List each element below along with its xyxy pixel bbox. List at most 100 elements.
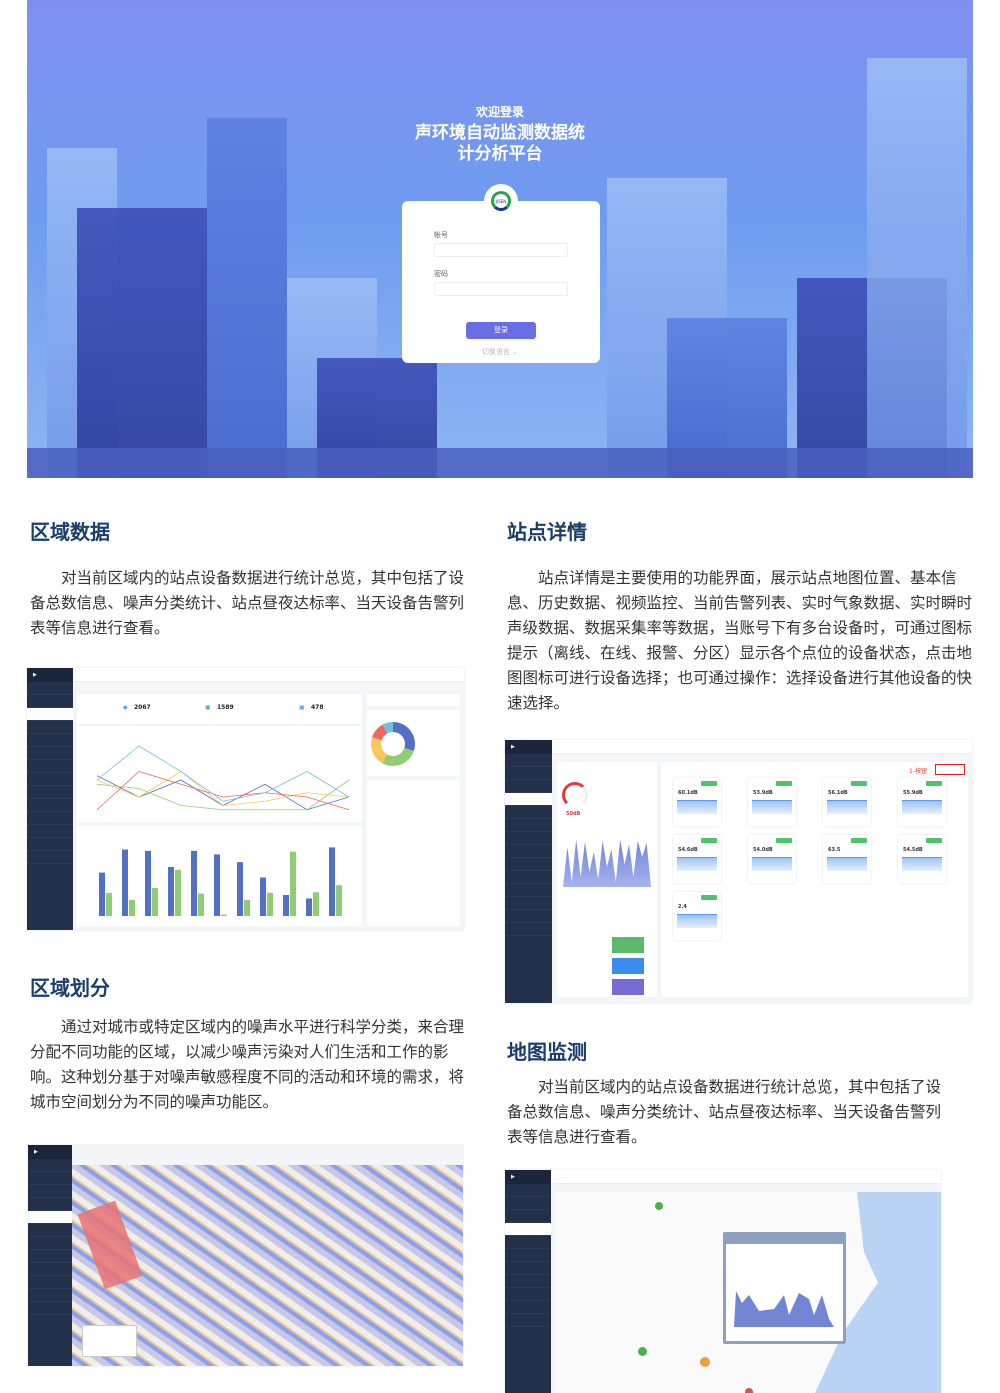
- bar-blue: [329, 847, 335, 916]
- compliance-bar-chart: [99, 847, 342, 916]
- section-title-zoning: 区域划分: [30, 976, 110, 1000]
- status-badge: [701, 895, 717, 900]
- metric-sparkline: [827, 857, 867, 871]
- bar-blue: [191, 850, 197, 916]
- china-map[interactable]: [555, 1192, 941, 1393]
- bar-green: [152, 888, 158, 916]
- area-data-screenshot: ▶ ◆ 2067 ▣ 1589 ▣ 478: [27, 668, 464, 930]
- station-marker-icon[interactable]: [745, 1388, 753, 1393]
- sidebar: ▶: [505, 1170, 551, 1393]
- metric-value: 54.0dB: [753, 847, 773, 853]
- noise-donut-chart: [371, 722, 415, 766]
- metric-sparkline: [902, 800, 942, 814]
- metric-value: 54.6dB: [678, 847, 698, 853]
- map-monitoring-screenshot: ▶: [505, 1170, 941, 1393]
- metric-tile[interactable]: 54.6dB: [673, 835, 721, 883]
- station-detail-screenshot: ▶ 50dB 1-按钮 60.1dB 53.9dB 56.1dB 55.9dB 54.6…: [505, 740, 972, 1003]
- status-badge: [701, 781, 717, 786]
- sidebar-brand: ▶: [505, 740, 552, 754]
- sidebar: ▶: [27, 668, 73, 930]
- station-marker-icon[interactable]: [700, 1357, 710, 1367]
- bar-blue: [306, 898, 312, 916]
- popup-noise-chart: [734, 1291, 834, 1327]
- logo-icon: JISEN: [491, 191, 511, 211]
- line-series: [96, 779, 350, 811]
- switch-language-button[interactable]: 切换语言 ⌄: [470, 347, 530, 357]
- metric-tile[interactable]: 54.0dB: [748, 835, 796, 883]
- metric-value: 55.9dB: [903, 790, 923, 796]
- donut-panel: [367, 710, 460, 776]
- zoning-map[interactable]: [72, 1165, 463, 1366]
- metric-tile[interactable]: 54.5dB: [898, 835, 946, 883]
- line-chart-panel: [77, 726, 362, 822]
- alarm-list-panel: [367, 780, 460, 926]
- bar-blue: [237, 862, 243, 916]
- zoning-screenshot: ▶: [28, 1145, 463, 1366]
- switch-language-label: 切换语言: [481, 348, 510, 356]
- status-badge: [851, 781, 867, 786]
- metric-value: 2.4: [678, 904, 687, 910]
- section-title-station-detail: 站点详情: [507, 520, 587, 544]
- section-title-area-data: 区域数据: [30, 520, 110, 544]
- bar-green: [198, 893, 204, 916]
- device-stats-panel: ◆ 2067 ▣ 1589 ▣ 478: [77, 694, 362, 724]
- status-badge: [851, 838, 867, 843]
- metric-sparkline: [677, 914, 717, 928]
- account-label: 帐号: [434, 231, 448, 239]
- bar-blue: [145, 850, 151, 916]
- line-series: [96, 775, 350, 811]
- login-button[interactable]: 登录: [466, 322, 536, 339]
- metric-tile[interactable]: 55.9dB: [898, 778, 946, 826]
- station-marker-icon[interactable]: [638, 1347, 647, 1356]
- station-marker-icon[interactable]: [655, 1202, 663, 1210]
- bar-blue: [122, 849, 128, 916]
- bar-green: [313, 892, 319, 916]
- metric-value: 56.1dB: [828, 790, 848, 796]
- password-label: 密码: [434, 270, 448, 278]
- welcome-text: 欢迎登录: [475, 105, 524, 119]
- account-input[interactable]: [434, 243, 568, 257]
- station-info-panel: 50dB: [557, 762, 657, 997]
- metric-tile[interactable]: 56.1dB: [823, 778, 871, 826]
- bar-blue: [260, 877, 266, 916]
- status-badge: [776, 781, 792, 786]
- top-bar: [73, 668, 464, 682]
- station-tiles-panel: 1-按钮 60.1dB 53.9dB 56.1dB 55.9dB 54.6dB 54.0d…: [661, 762, 968, 997]
- bar-green: [336, 885, 342, 916]
- bar-green: [267, 892, 273, 916]
- section-text-station-detail: 站点详情是主要使用的功能界面，展示站点地图位置、基本信息、历史数据、视频监控、当…: [507, 569, 973, 712]
- metric-sparkline: [752, 857, 792, 871]
- top-bar: [551, 1170, 941, 1184]
- sidebar: ▶: [505, 740, 552, 1003]
- bar-blue: [214, 854, 220, 916]
- gauge-value: 50dB: [566, 811, 581, 817]
- online-devices: 1589: [217, 704, 234, 711]
- select-device-button[interactable]: [935, 764, 965, 775]
- metric-tile[interactable]: 53.9dB: [748, 778, 796, 826]
- metric-value: 63.5: [828, 847, 841, 853]
- noise-gauge: [562, 782, 588, 808]
- status-badge: [926, 838, 942, 843]
- section-text-map-monitoring: 对当前区域内的站点设备数据进行统计总览，其中包括了设备总数信息、噪声分类统计、站…: [507, 1078, 942, 1146]
- zone-highlight: [77, 1200, 143, 1290]
- metric-value: 54.5dB: [903, 847, 923, 853]
- metric-tile[interactable]: 60.1dB: [673, 778, 721, 826]
- password-input[interactable]: [434, 282, 568, 296]
- sidebar-brand: ▶: [505, 1170, 551, 1184]
- realtime-area-chart: [563, 839, 651, 887]
- metric-tile[interactable]: 2.4: [673, 892, 721, 940]
- section-title-map-monitoring: 地图监测: [507, 1040, 587, 1064]
- annotation-label: 1-按钮: [909, 768, 927, 775]
- chevron-down-icon: ⌄: [512, 348, 519, 356]
- top-bar: [552, 740, 972, 754]
- bar-green: [175, 869, 181, 916]
- online-rate-card: [612, 958, 644, 974]
- metric-sparkline: [827, 800, 867, 814]
- metric-tile[interactable]: 63.5: [823, 835, 871, 883]
- switch-panel: [367, 694, 460, 706]
- metric-value: 60.1dB: [678, 790, 698, 796]
- metric-value: 53.9dB: [753, 790, 773, 796]
- line-series: [96, 771, 350, 806]
- bar-green: [221, 914, 227, 916]
- collection-rate-card: [612, 937, 644, 953]
